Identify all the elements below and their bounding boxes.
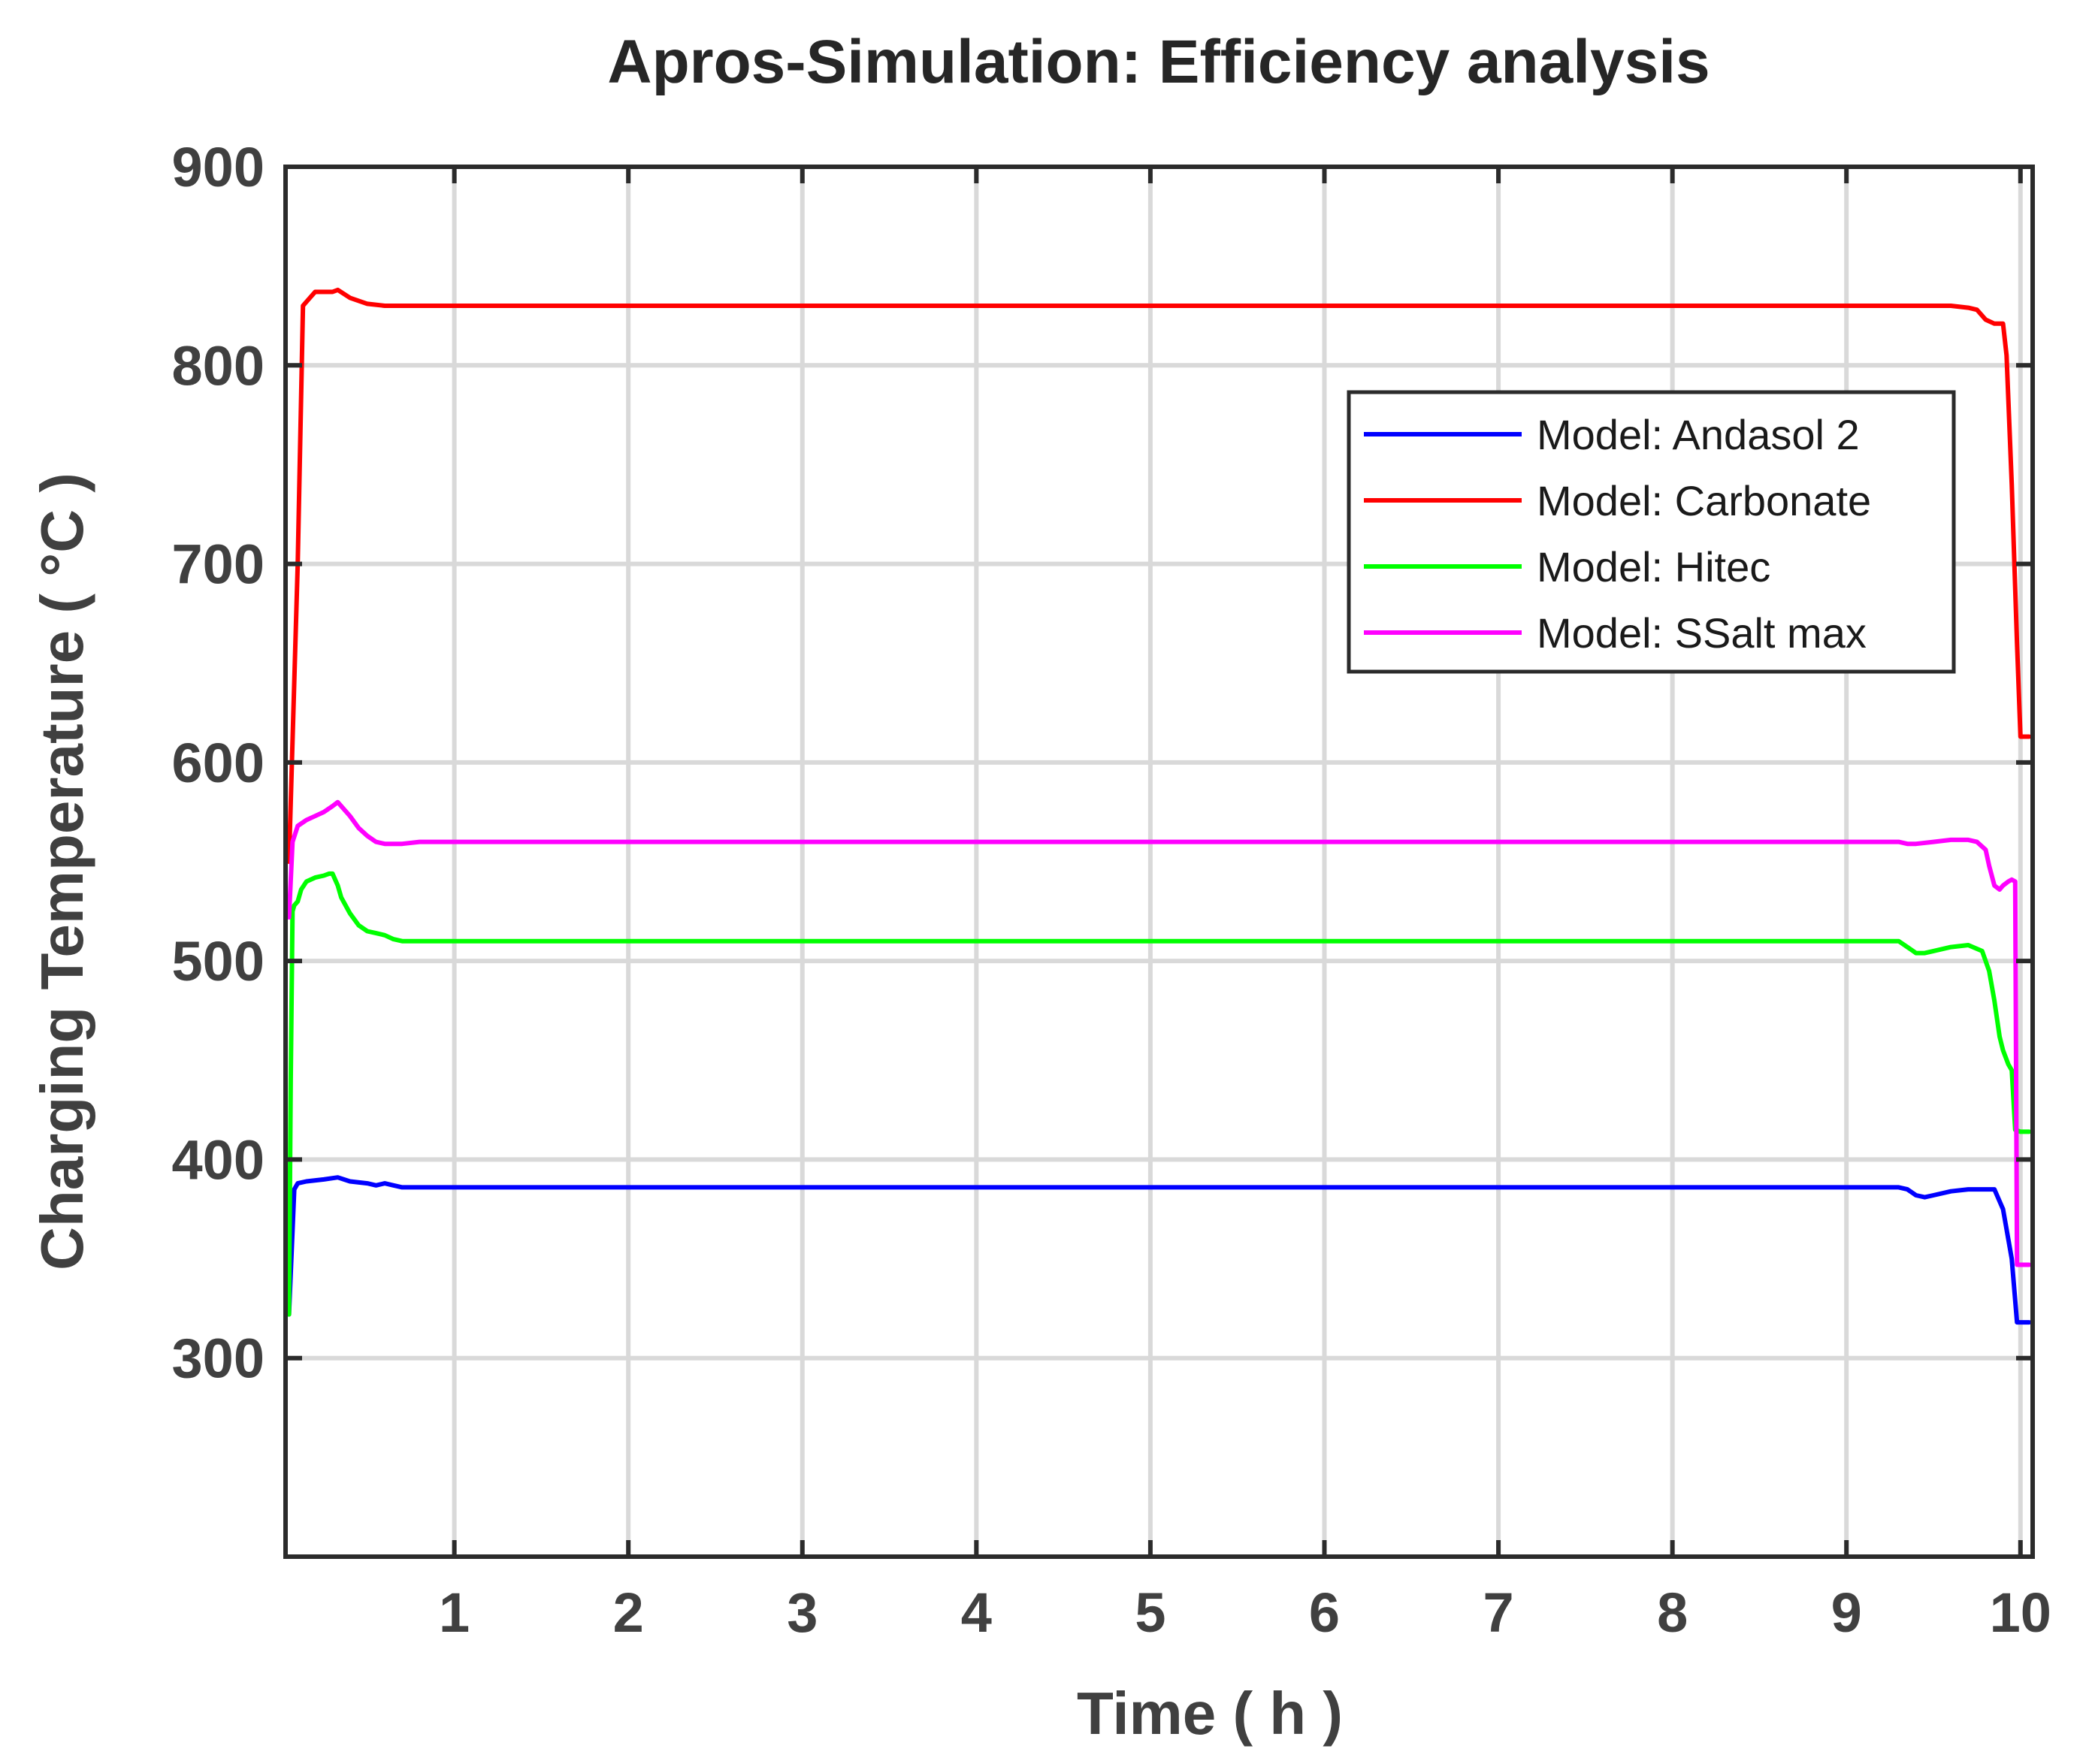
legend: Model: Andasol 2 Model: Carbonate Model: H… <box>1347 390 1956 674</box>
legend-items: Model: Andasol 2 Model: Carbonate Model: H… <box>1364 411 1871 657</box>
x-tick-label: 7 <box>1483 1581 1513 1644</box>
series-line-1 <box>286 1175 2032 1325</box>
plot-area <box>286 167 2033 1557</box>
x-tick-label: 5 <box>1135 1581 1165 1644</box>
x-tick-label: 10 <box>1990 1581 2051 1644</box>
x-tick-label: 8 <box>1657 1581 1688 1644</box>
y-tick-label: 500 <box>172 930 265 992</box>
series-line-4 <box>286 799 2032 1267</box>
y-tick-label: 900 <box>172 136 265 198</box>
legend-label: Model: Hitec <box>1537 543 1770 591</box>
x-axis-ticks: 1 2 3 4 5 6 7 8 9 10 <box>439 167 2051 1644</box>
x-tick-label: 6 <box>1309 1581 1340 1644</box>
series-line-2 <box>286 287 2032 864</box>
series-line-3 <box>286 871 2032 1317</box>
x-tick-label: 3 <box>787 1581 818 1644</box>
y-tick-label: 800 <box>172 334 265 397</box>
legend-label: Model: Andasol 2 <box>1537 411 1860 458</box>
legend-label: Model: Carbonate <box>1537 477 1871 524</box>
y-tick-label: 400 <box>172 1128 265 1191</box>
x-tick-label: 4 <box>961 1581 992 1644</box>
y-axis-ticks: 300 400 500 600 700 800 900 <box>172 136 2033 1390</box>
x-tick-label: 2 <box>613 1581 644 1644</box>
axes-box <box>283 165 2035 1559</box>
y-tick-label: 300 <box>172 1328 265 1390</box>
y-tick-label: 700 <box>172 533 265 596</box>
series-lines <box>286 287 2032 1325</box>
x-tick-label: 9 <box>1831 1581 1862 1644</box>
x-axis-label: Time ( h ) <box>1077 1680 1343 1747</box>
x-tick-label: 1 <box>439 1581 470 1644</box>
chart-title: Apros-Simulation: Efficiency analysis <box>607 28 1710 96</box>
legend-label: Model: SSalt max <box>1537 609 1867 657</box>
y-gridlines <box>286 165 2033 1361</box>
y-tick-label: 600 <box>172 732 265 794</box>
y-axis-label: Charging Temperature ( °C ) <box>29 473 95 1270</box>
legend-box <box>1347 390 1956 674</box>
